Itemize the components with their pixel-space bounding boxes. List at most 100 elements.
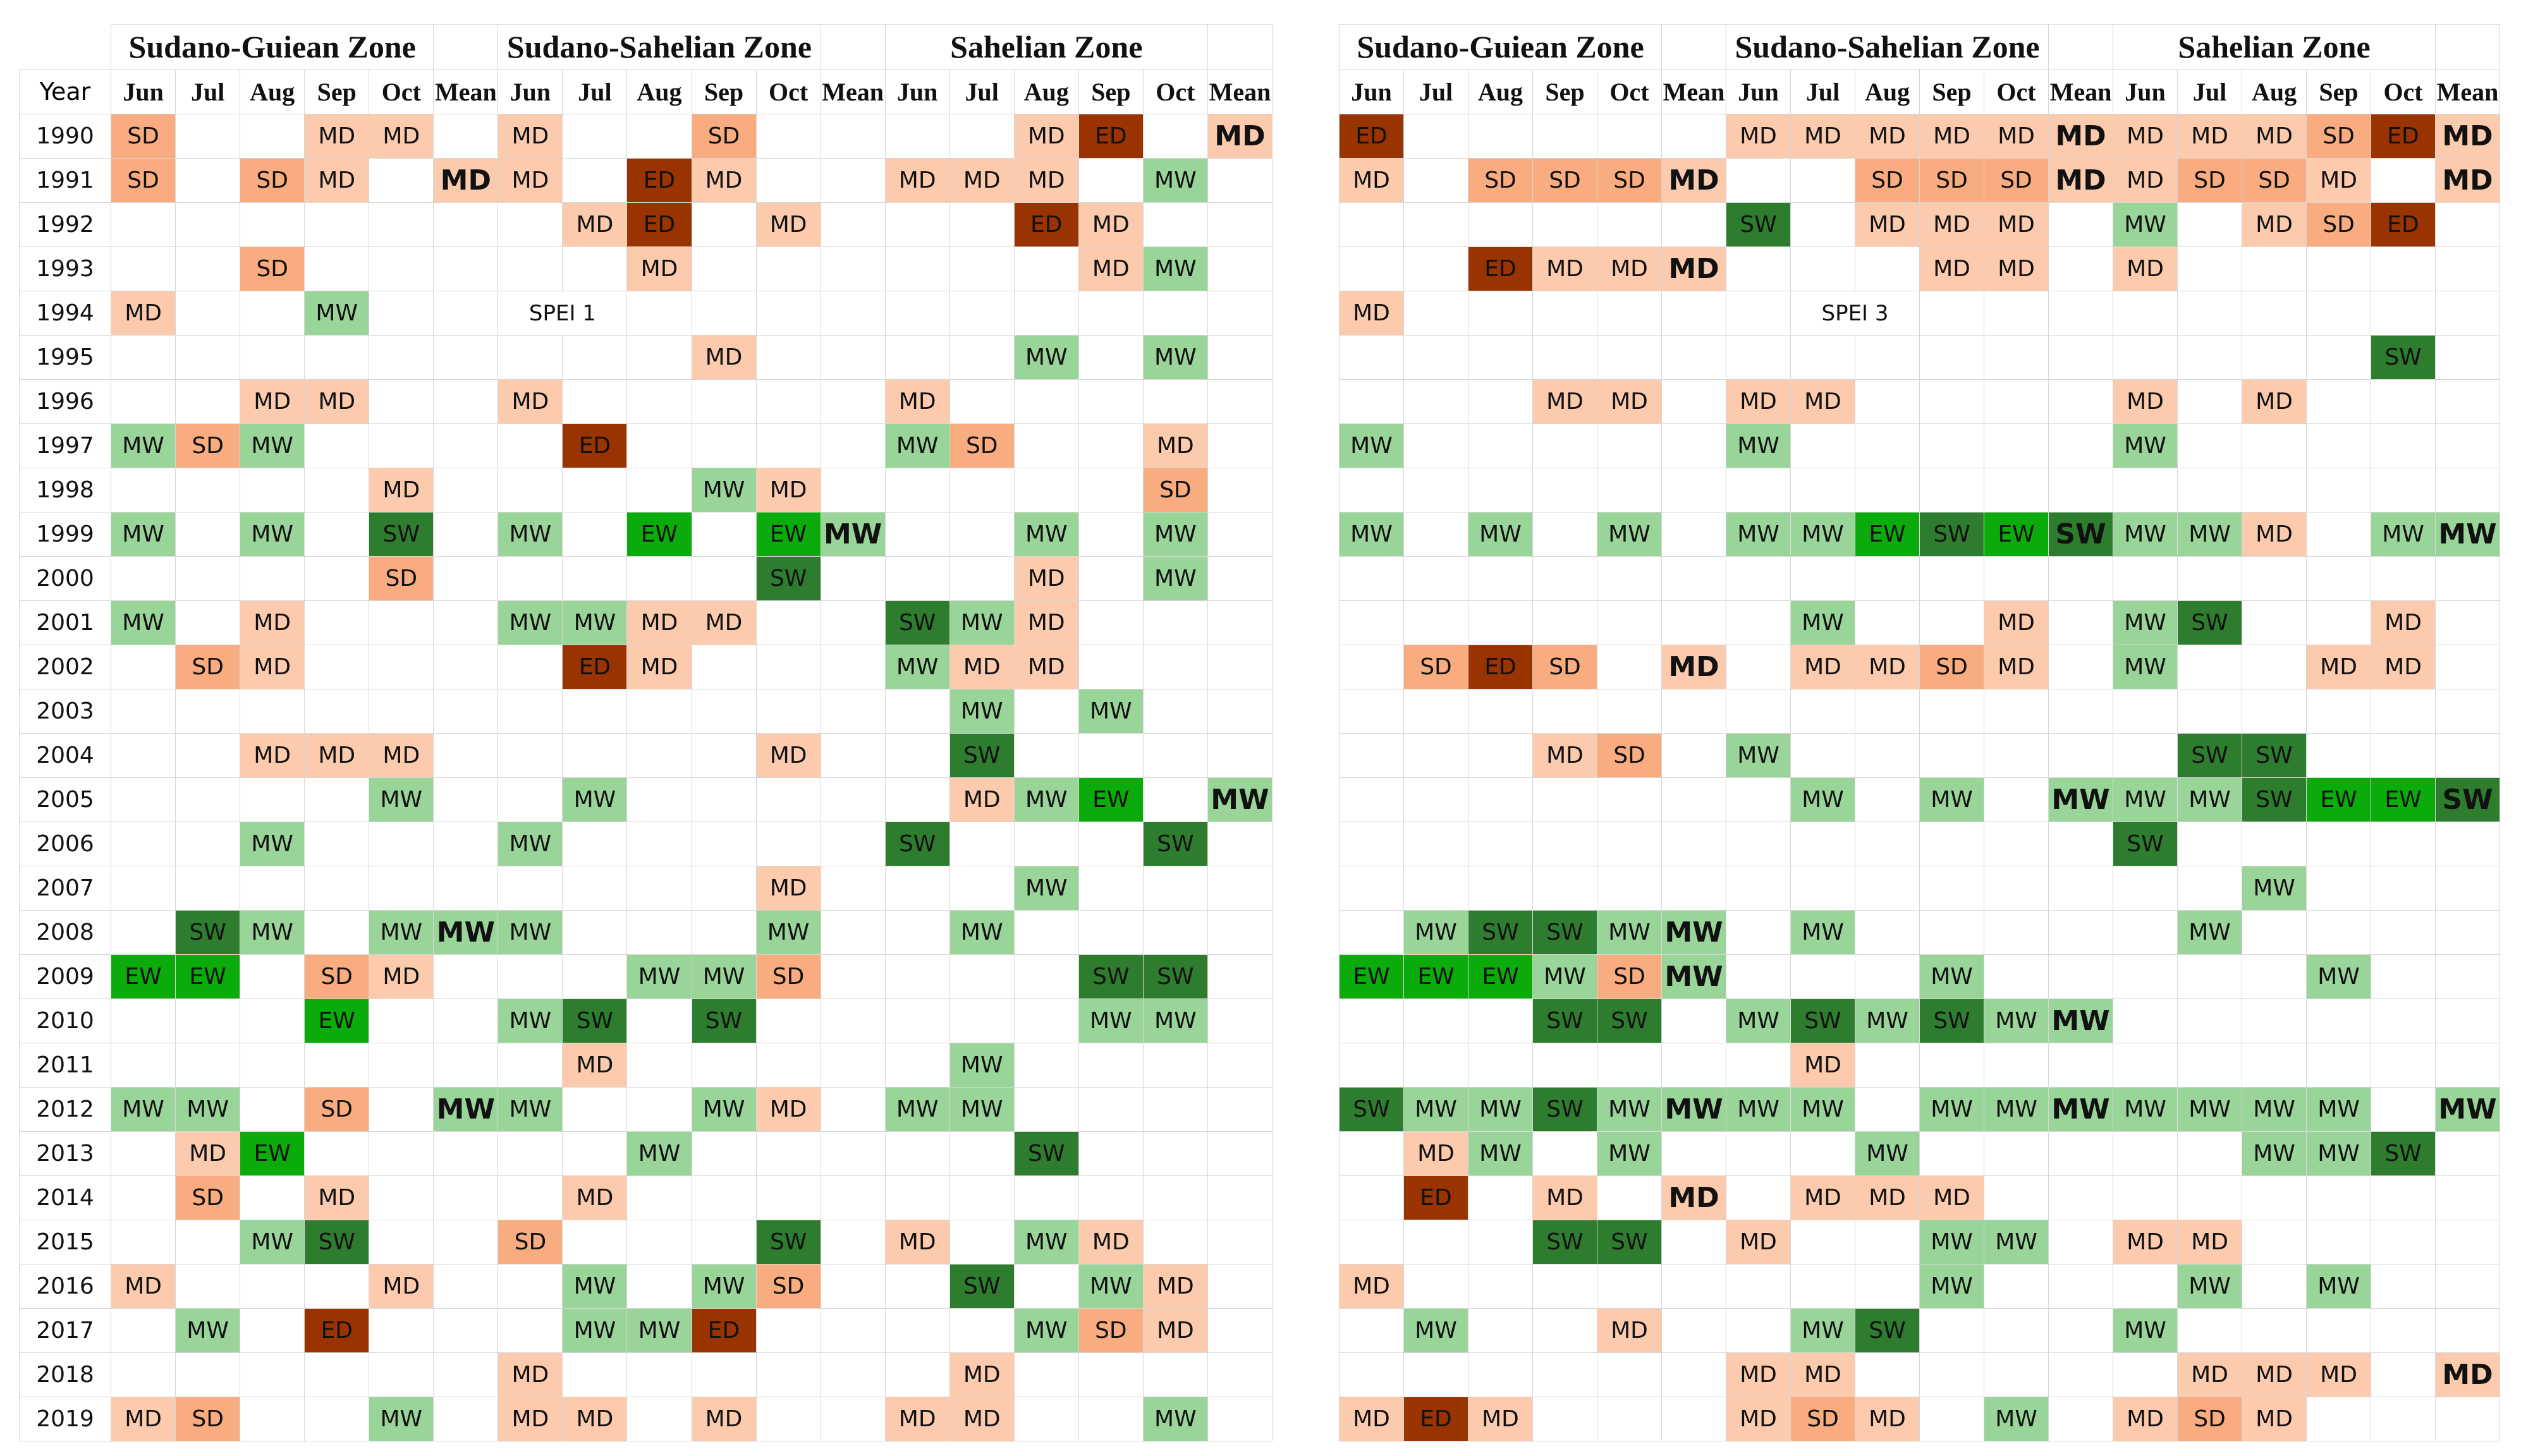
heat-cell xyxy=(1339,777,1404,822)
heat-cell: ED xyxy=(626,158,692,203)
heat-cell xyxy=(1984,777,2049,822)
heat-cell: SD xyxy=(1532,645,1597,689)
table-row: SW SW MW SW MW SW MW MW xyxy=(1339,998,2501,1043)
heat-cell-mean xyxy=(2048,600,2114,645)
heat-cell-mean xyxy=(2435,423,2501,468)
heat-cell xyxy=(949,1308,1015,1353)
heat-cell xyxy=(1984,733,2049,778)
heat-cell xyxy=(369,600,434,645)
heat-cell: EW xyxy=(626,512,692,557)
zone-header-spacer xyxy=(820,24,886,70)
heat-cell: MD xyxy=(2306,158,2372,203)
heat-cell-mean xyxy=(2435,998,2501,1043)
heat-cell xyxy=(949,954,1015,999)
heat-cell xyxy=(1596,866,1663,911)
heat-cell xyxy=(369,1352,434,1397)
heat-cell-mean xyxy=(820,998,886,1043)
heat-cell: MD xyxy=(884,1397,950,1441)
heat-cell-mean xyxy=(433,1220,499,1265)
heat-cell-mean xyxy=(2435,1175,2501,1220)
heat-cell: MD xyxy=(1142,423,1208,468)
heat-cell xyxy=(175,600,241,645)
heat-cell xyxy=(562,158,628,203)
heat-cell xyxy=(562,866,628,911)
heat-cell xyxy=(2306,1043,2372,1088)
heat-cell xyxy=(111,1308,176,1353)
heat-cell: MD xyxy=(884,379,950,424)
heat-cell xyxy=(949,1175,1015,1220)
heat-cell xyxy=(1013,1264,1079,1309)
heat-cell: MD xyxy=(1013,645,1079,689)
heat-cell: MW xyxy=(691,1087,757,1132)
heat-cell: EW xyxy=(2306,777,2372,822)
heat-cell xyxy=(1403,1220,1468,1265)
heat-cell xyxy=(175,733,241,778)
heat-cell-mean xyxy=(1661,1352,1727,1397)
heat-cell xyxy=(1532,512,1597,557)
heat-cell-mean xyxy=(2048,910,2114,955)
heat-cell: MD xyxy=(1855,1397,1920,1441)
heat-cell: SD xyxy=(304,1087,370,1132)
heat-cell xyxy=(1078,423,1144,468)
heat-cell xyxy=(562,954,628,999)
heat-cell xyxy=(1078,556,1144,601)
heat-cell xyxy=(369,379,434,424)
heat-cell xyxy=(2371,689,2436,734)
heat-cell: MW xyxy=(1013,777,1079,822)
heat-cell xyxy=(1984,910,2049,955)
heat-cell: MW xyxy=(111,1087,176,1132)
heat-cell xyxy=(304,910,370,955)
heat-cell-mean xyxy=(820,1220,886,1265)
heat-cell-mean xyxy=(2048,1131,2114,1176)
chart-title: SPEI 3 xyxy=(1790,291,1920,336)
heat-cell-mean xyxy=(1207,866,1273,911)
heat-cell xyxy=(562,1220,628,1265)
heat-cell: ED xyxy=(1468,246,1533,291)
heat-cell-mean: MD xyxy=(1661,1175,1727,1220)
heat-cell xyxy=(1403,291,1468,336)
heat-cell xyxy=(1403,998,1468,1043)
month-header: Oct xyxy=(1596,69,1663,114)
table-row: EW EW EW MW SD MW MW MW xyxy=(1339,954,2501,999)
heat-cell xyxy=(755,158,821,203)
heat-cell xyxy=(1790,1220,1856,1265)
year-label: 1993 xyxy=(18,246,112,291)
heat-cell: MW xyxy=(1726,998,1792,1043)
heat-cell xyxy=(562,733,628,778)
heat-cell xyxy=(1790,556,1856,601)
heat-cell: MD xyxy=(949,1397,1015,1441)
month-header: Jun xyxy=(884,69,950,114)
heat-cell xyxy=(2113,556,2178,601)
heat-cell-mean xyxy=(2435,1397,2501,1441)
heat-cell xyxy=(497,954,563,999)
heat-cell-mean xyxy=(1661,1397,1727,1441)
heat-cell xyxy=(2177,556,2243,601)
heat-cell-mean xyxy=(820,600,886,645)
heat-cell: MW xyxy=(2113,423,2178,468)
heat-cell: MW xyxy=(691,1264,757,1309)
heat-cell xyxy=(1339,733,1404,778)
heat-cell: MW xyxy=(111,600,176,645)
heat-cell: MW xyxy=(1919,1264,1985,1309)
heat-cell: MW xyxy=(2113,512,2178,557)
heat-cell xyxy=(1532,1397,1597,1441)
heat-cell: SW xyxy=(1596,1220,1663,1265)
heat-cell: SD xyxy=(1919,158,1985,203)
heat-cell: SW xyxy=(2242,733,2307,778)
heat-cell: MD xyxy=(497,158,563,203)
heat-cell xyxy=(1596,423,1663,468)
heat-cell xyxy=(1790,866,1856,911)
heat-cell: MW xyxy=(1790,910,1856,955)
heat-cell: SD xyxy=(2242,158,2307,203)
heat-cell: MW xyxy=(1919,1087,1985,1132)
heat-cell-mean xyxy=(2048,645,2114,689)
heat-cell: MD xyxy=(1984,114,2049,159)
heat-cell: MW xyxy=(884,423,950,468)
heat-cell: MW xyxy=(1596,1131,1663,1176)
heat-cell xyxy=(884,291,950,336)
heat-cell xyxy=(2242,1175,2307,1220)
table-row: ED MD MD MD MD MD MD xyxy=(1339,246,2501,291)
heat-cell xyxy=(2371,910,2436,955)
heat-cell xyxy=(1984,954,2049,999)
heat-cell xyxy=(1726,335,1792,380)
